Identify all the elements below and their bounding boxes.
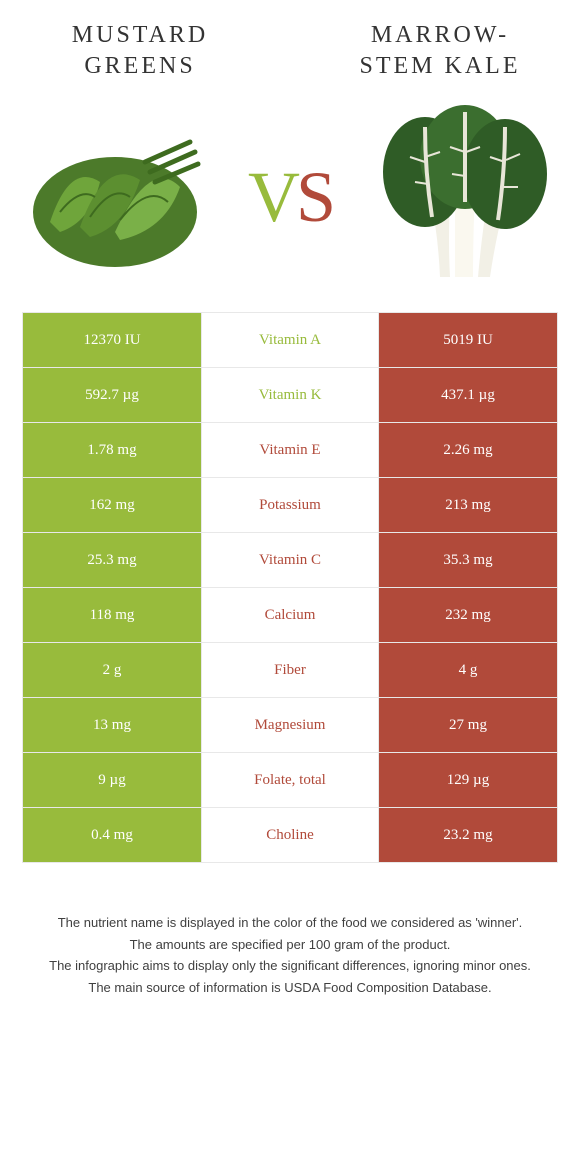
header-left-title: MUSTARD GREENS (40, 20, 240, 82)
right-value: 35.3 mg (379, 533, 557, 587)
nutrient-name: Fiber (201, 643, 379, 697)
nutrient-name: Magnesium (201, 698, 379, 752)
nutrient-name: Vitamin K (201, 368, 379, 422)
footnote-1: The nutrient name is displayed in the co… (20, 913, 560, 933)
hero-row: VS (0, 92, 580, 312)
nutrient-name: Vitamin A (201, 313, 379, 367)
nutrient-table: 12370 IUVitamin A5019 IU592.7 µgVitamin … (22, 312, 558, 863)
right-value: 4 g (379, 643, 557, 697)
right-value: 23.2 mg (379, 808, 557, 862)
table-row: 13 mgMagnesium27 mg (23, 698, 557, 753)
right-title-line2: STEM KALE (340, 51, 540, 82)
right-value: 2.26 mg (379, 423, 557, 477)
table-row: 1.78 mgVitamin E2.26 mg (23, 423, 557, 478)
header-right-title: MARROW- STEM KALE (340, 20, 540, 82)
header: MUSTARD GREENS MARROW- STEM KALE (0, 0, 580, 92)
left-value: 162 mg (23, 478, 201, 532)
table-row: 25.3 mgVitamin C35.3 mg (23, 533, 557, 588)
footnote-2: The amounts are specified per 100 gram o… (20, 935, 560, 955)
left-value: 1.78 mg (23, 423, 201, 477)
nutrient-name: Calcium (201, 588, 379, 642)
vs-v: V (248, 157, 296, 237)
left-value: 9 µg (23, 753, 201, 807)
right-value: 232 mg (379, 588, 557, 642)
table-row: 118 mgCalcium232 mg (23, 588, 557, 643)
vs-s: S (296, 157, 332, 237)
left-value: 118 mg (23, 588, 201, 642)
nutrient-name: Folate, total (201, 753, 379, 807)
right-value: 27 mg (379, 698, 557, 752)
right-title-line1: MARROW- (340, 20, 540, 51)
kale-image (370, 102, 560, 292)
left-value: 13 mg (23, 698, 201, 752)
left-value: 12370 IU (23, 313, 201, 367)
table-row: 592.7 µgVitamin K437.1 µg (23, 368, 557, 423)
table-row: 9 µgFolate, total129 µg (23, 753, 557, 808)
left-value: 0.4 mg (23, 808, 201, 862)
nutrient-name: Choline (201, 808, 379, 862)
right-value: 5019 IU (379, 313, 557, 367)
left-value: 2 g (23, 643, 201, 697)
footnote-4: The main source of information is USDA F… (20, 978, 560, 998)
vs-label: VS (248, 156, 332, 239)
left-value: 25.3 mg (23, 533, 201, 587)
right-value: 213 mg (379, 478, 557, 532)
table-row: 0.4 mgCholine23.2 mg (23, 808, 557, 863)
table-row: 12370 IUVitamin A5019 IU (23, 313, 557, 368)
left-title-line2: GREENS (40, 51, 240, 82)
mustard-greens-image (20, 102, 210, 292)
left-value: 592.7 µg (23, 368, 201, 422)
nutrient-name: Potassium (201, 478, 379, 532)
table-row: 2 gFiber4 g (23, 643, 557, 698)
table-row: 162 mgPotassium213 mg (23, 478, 557, 533)
left-title-line1: MUSTARD (40, 20, 240, 51)
nutrient-name: Vitamin C (201, 533, 379, 587)
right-value: 437.1 µg (379, 368, 557, 422)
right-value: 129 µg (379, 753, 557, 807)
nutrient-name: Vitamin E (201, 423, 379, 477)
footnotes: The nutrient name is displayed in the co… (0, 863, 580, 997)
footnote-3: The infographic aims to display only the… (20, 956, 560, 976)
